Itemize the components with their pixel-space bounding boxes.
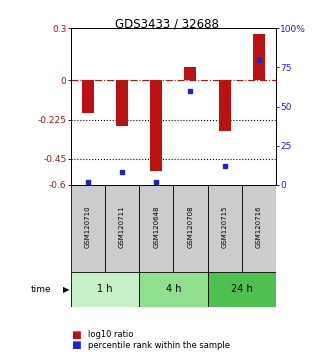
Text: ■: ■ xyxy=(71,340,80,350)
Bar xyxy=(208,185,242,272)
Bar xyxy=(208,272,276,307)
Bar xyxy=(71,272,139,307)
Bar xyxy=(173,185,208,272)
Text: log10 ratio: log10 ratio xyxy=(88,330,134,339)
Bar xyxy=(105,185,139,272)
Bar xyxy=(253,34,265,80)
Text: GSM120648: GSM120648 xyxy=(153,205,159,248)
Bar xyxy=(185,67,196,80)
Bar xyxy=(139,185,173,272)
Text: 4 h: 4 h xyxy=(166,285,181,295)
Text: GSM120715: GSM120715 xyxy=(222,205,228,248)
Text: percentile rank within the sample: percentile rank within the sample xyxy=(88,341,230,350)
Bar xyxy=(242,185,276,272)
Bar xyxy=(71,185,105,272)
Text: GSM120710: GSM120710 xyxy=(85,205,91,248)
Bar xyxy=(150,80,162,171)
Text: GSM120711: GSM120711 xyxy=(119,205,125,248)
Text: ■: ■ xyxy=(71,330,80,339)
Bar xyxy=(116,80,128,126)
Text: time: time xyxy=(31,285,52,294)
Text: 1 h: 1 h xyxy=(97,285,113,295)
Bar xyxy=(139,272,208,307)
Text: 24 h: 24 h xyxy=(231,285,253,295)
Text: GSM120708: GSM120708 xyxy=(187,205,194,248)
Bar xyxy=(219,80,231,131)
Text: GDS3433 / 32688: GDS3433 / 32688 xyxy=(115,18,219,31)
Text: GSM120716: GSM120716 xyxy=(256,205,262,248)
Bar xyxy=(82,80,94,114)
Text: ▶: ▶ xyxy=(64,285,70,294)
